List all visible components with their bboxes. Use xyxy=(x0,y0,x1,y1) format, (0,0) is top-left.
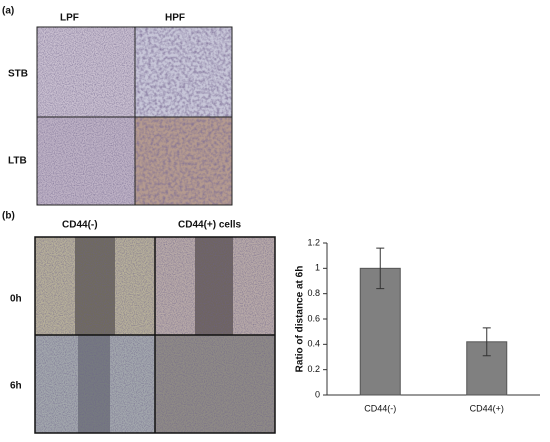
wound-images xyxy=(34,236,276,434)
y-tick-label: 0.4 xyxy=(307,339,320,349)
image-texture xyxy=(35,237,155,335)
bar-chart: 0 0.2 0.4 0.6 0.8 1 1.2 CD44(-) CD44(+) xyxy=(307,237,540,413)
x-tick-label: CD44(+) xyxy=(470,403,504,413)
panel-label: (b) xyxy=(2,211,15,222)
y-tick-label: 0.8 xyxy=(307,288,320,298)
row-label: 6h xyxy=(10,381,22,392)
panel-label: (a) xyxy=(2,6,14,17)
histology-images xyxy=(36,26,233,206)
image-texture xyxy=(155,237,275,335)
y-tick-label: 1 xyxy=(315,263,320,273)
image-texture xyxy=(155,335,275,433)
error-bar xyxy=(482,327,491,357)
column-label: CD44(+) cells xyxy=(178,220,242,231)
y-axis-label: Ratio of distance at 6h xyxy=(295,266,306,373)
image-texture xyxy=(135,117,232,205)
image-texture xyxy=(37,27,135,117)
row-label: LTB xyxy=(8,156,27,167)
column-label: LPF xyxy=(60,13,79,24)
image-texture xyxy=(135,27,232,117)
row-label: STB xyxy=(8,69,28,80)
y-tick-label: 0 xyxy=(315,389,320,399)
image-borders xyxy=(34,236,276,434)
image-texture xyxy=(35,335,155,433)
image-borders xyxy=(36,26,233,206)
y-tick-label: 1.2 xyxy=(307,237,320,247)
y-tick-label: 0.2 xyxy=(307,364,320,374)
row-label: 0h xyxy=(10,294,22,305)
y-tick-label: 0.6 xyxy=(307,313,320,323)
x-tick-label: CD44(-) xyxy=(364,403,396,413)
column-label: CD44(-) xyxy=(62,220,98,231)
bar xyxy=(359,267,401,396)
column-label: HPF xyxy=(165,13,185,24)
error-bar xyxy=(376,247,385,290)
image-texture xyxy=(37,117,135,205)
